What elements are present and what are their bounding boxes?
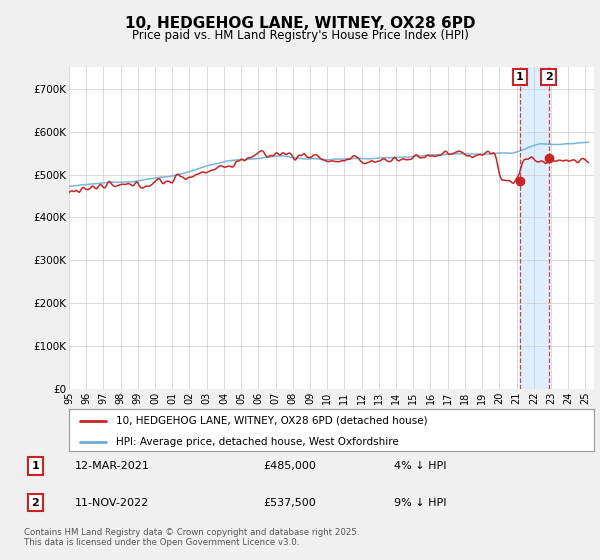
Text: 10, HEDGEHOG LANE, WITNEY, OX28 6PD: 10, HEDGEHOG LANE, WITNEY, OX28 6PD [125, 16, 475, 31]
Text: HPI: Average price, detached house, West Oxfordshire: HPI: Average price, detached house, West… [116, 437, 399, 446]
Text: 4% ↓ HPI: 4% ↓ HPI [395, 461, 447, 471]
Text: 2: 2 [32, 498, 39, 507]
Text: 12-MAR-2021: 12-MAR-2021 [76, 461, 150, 471]
Text: Contains HM Land Registry data © Crown copyright and database right 2025.
This d: Contains HM Land Registry data © Crown c… [24, 528, 359, 547]
Text: 11-NOV-2022: 11-NOV-2022 [76, 498, 149, 507]
Text: 10, HEDGEHOG LANE, WITNEY, OX28 6PD (detached house): 10, HEDGEHOG LANE, WITNEY, OX28 6PD (det… [116, 416, 428, 426]
Text: Price paid vs. HM Land Registry's House Price Index (HPI): Price paid vs. HM Land Registry's House … [131, 29, 469, 42]
Text: £537,500: £537,500 [263, 498, 316, 507]
Text: £485,000: £485,000 [263, 461, 316, 471]
Text: 1: 1 [516, 72, 524, 82]
Bar [520, 67, 548, 389]
Text: 9% ↓ HPI: 9% ↓ HPI [395, 498, 447, 507]
Text: 2: 2 [545, 72, 553, 82]
Text: 1: 1 [32, 461, 39, 471]
